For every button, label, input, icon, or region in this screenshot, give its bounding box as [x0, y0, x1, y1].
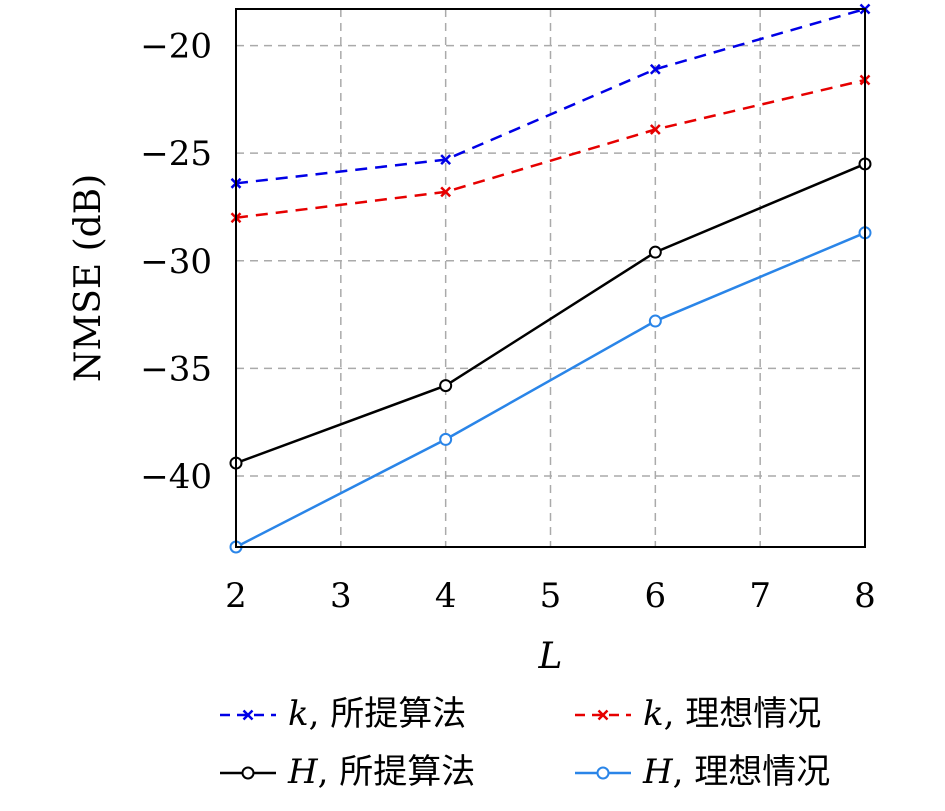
x-tick-labels: 2 3 4 5 6 7 8 — [225, 576, 876, 616]
x-tick-label: 6 — [645, 576, 667, 616]
legend-item: H, 理想情况 — [575, 752, 830, 792]
y-tick-label: −30 — [140, 242, 212, 282]
grid — [235, 9, 866, 547]
series-line — [235, 231, 866, 549]
data-point — [439, 379, 453, 393]
x-axis-label: L — [538, 636, 563, 677]
legend-label: k, 理想情况 — [643, 694, 821, 734]
data-point — [440, 154, 452, 166]
x-tick-label: 5 — [540, 576, 562, 616]
series-group — [229, 3, 872, 554]
y-tick-label: −40 — [140, 457, 212, 497]
series-line — [235, 162, 866, 465]
legend-marker — [597, 709, 609, 721]
y-tick-label: −35 — [140, 349, 212, 389]
x-tick-label: 3 — [330, 576, 352, 616]
x-tick-label: 2 — [225, 576, 247, 616]
data-point — [648, 314, 662, 328]
legend-marker — [596, 766, 610, 780]
series-3 — [229, 226, 872, 554]
x-tick-label: 7 — [749, 576, 771, 616]
x-tick-label: 8 — [854, 576, 876, 616]
y-tick-labels: −20 −25 −30 −35 −40 — [140, 27, 212, 497]
legend-label: k, 所提算法 — [288, 694, 466, 734]
y-axis-label: NMSE (dB) — [68, 174, 109, 382]
data-point — [649, 63, 661, 75]
x-tick-label: 4 — [435, 576, 457, 616]
plot-frame — [235, 8, 866, 548]
legend-marker — [241, 766, 255, 780]
y-tick-label: −25 — [140, 134, 212, 174]
legend: k, 所提算法 k, 理想情况 H, 所提算法 H, 理想情况 — [220, 694, 830, 792]
legend-label: H, 理想情况 — [642, 752, 830, 792]
legend-item: k, 理想情况 — [575, 694, 821, 734]
legend-item: k, 所提算法 — [220, 694, 466, 734]
series-line — [235, 78, 866, 219]
data-point — [439, 432, 453, 446]
legend-item: H, 所提算法 — [220, 752, 475, 792]
data-point — [440, 186, 452, 198]
data-point — [648, 245, 662, 259]
legend-label: H, 所提算法 — [287, 752, 475, 792]
legend-marker — [242, 709, 254, 721]
data-point — [649, 124, 661, 135]
y-tick-label: −20 — [140, 27, 212, 67]
series-line — [235, 7, 866, 185]
